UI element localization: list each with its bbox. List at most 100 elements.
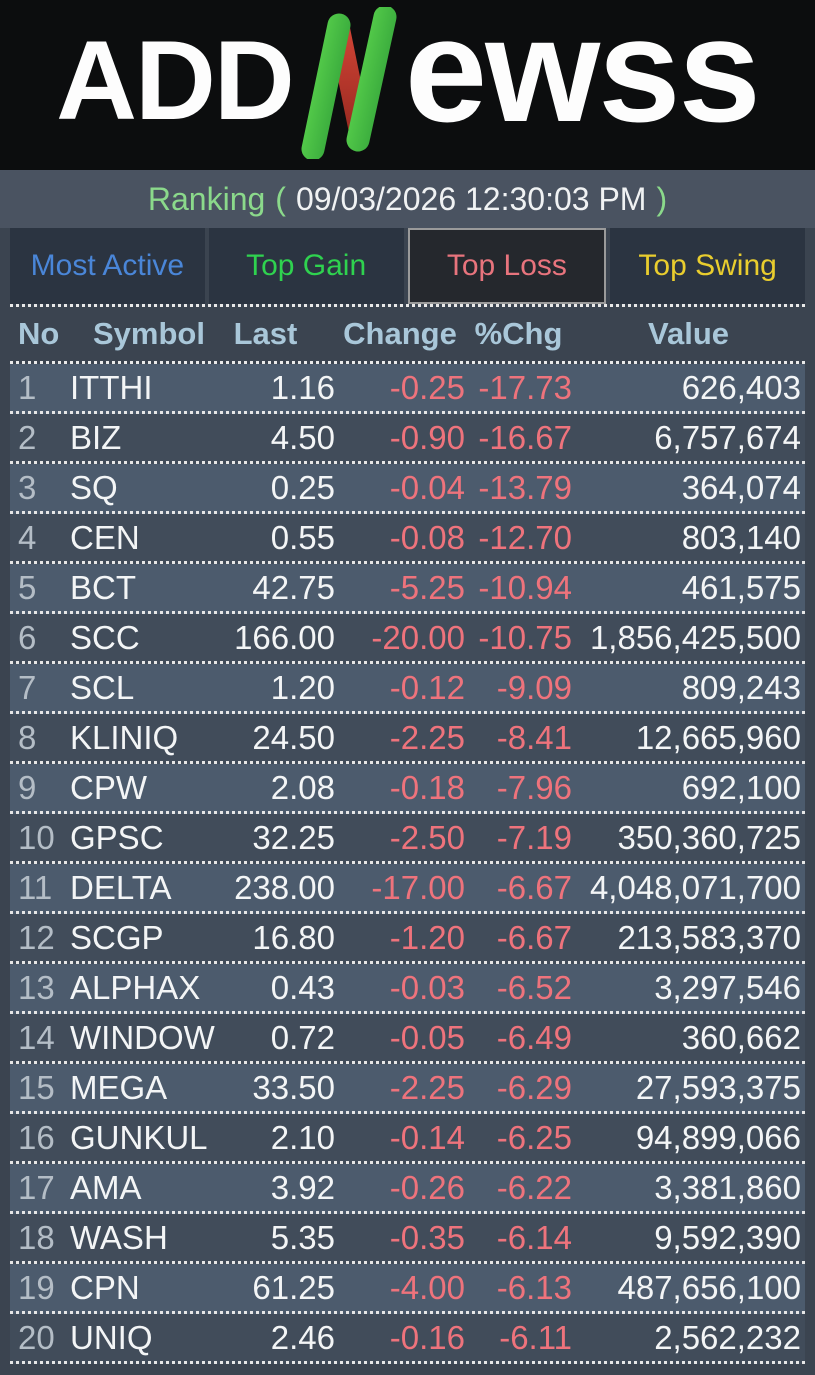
stock-symbol: BIZ <box>70 418 122 456</box>
table-row[interactable]: 12 SCGP 16.80 -1.20 -6.67 213,583,370 <box>10 914 805 964</box>
last-price: 0.55 <box>270 518 335 556</box>
table-row[interactable]: 1 ITTHI 1.16 -0.25 -17.73 626,403 <box>10 364 805 414</box>
row-number: 18 <box>18 1218 55 1256</box>
table-row[interactable]: 8 KLINIQ 24.50 -2.25 -8.41 12,665,960 <box>10 714 805 764</box>
stock-symbol: DELTA <box>70 868 172 906</box>
last-price: 61.25 <box>252 1268 335 1306</box>
table-row[interactable]: 15 MEGA 33.50 -2.25 -6.29 27,593,375 <box>10 1064 805 1114</box>
table-row[interactable]: 20 UNIQ 2.46 -0.16 -6.11 2,562,232 <box>10 1314 805 1364</box>
stock-symbol: CEN <box>70 518 140 556</box>
percent-change: -6.11 <box>499 1318 572 1356</box>
percent-change: -6.29 <box>496 1068 572 1106</box>
row-number: 7 <box>18 668 37 706</box>
last-price: 3.92 <box>270 1168 335 1206</box>
stock-symbol: SQ <box>70 468 118 506</box>
trade-value: 9,592,390 <box>654 1218 801 1256</box>
last-price: 24.50 <box>252 718 335 756</box>
stock-symbol: SCC <box>70 618 140 656</box>
row-number: 14 <box>18 1018 55 1056</box>
stock-symbol: UNIQ <box>70 1318 153 1356</box>
row-number: 10 <box>18 818 55 856</box>
table-row[interactable]: 7 SCL 1.20 -0.12 -9.09 809,243 <box>10 664 805 714</box>
app-header: ADD ewss <box>0 0 815 170</box>
logo-text-add: ADD <box>56 18 295 143</box>
table-body: 1 ITTHI 1.16 -0.25 -17.73 626,403 2 BIZ 4.50 -0.9… <box>10 364 805 1364</box>
table-row[interactable]: 17 AMA 3.92 -0.26 -6.22 3,381,860 <box>10 1164 805 1214</box>
table-row[interactable]: 5 BCT 42.75 -5.25 -10.94 461,575 <box>10 564 805 614</box>
stock-symbol: WINDOW <box>70 1018 215 1056</box>
ranking-table: No Symbol Last Change %Chg Value 1 ITTHI 1… <box>10 307 805 1364</box>
change-value: -0.14 <box>389 1118 465 1156</box>
stock-symbol: CPW <box>70 768 147 806</box>
column-header-pchg: %Chg <box>474 316 563 351</box>
table-row[interactable]: 10 GPSC 32.25 -2.50 -7.19 350,360,725 <box>10 814 805 864</box>
trade-value: 3,297,546 <box>654 968 801 1006</box>
row-number: 8 <box>18 718 37 756</box>
percent-change: -7.96 <box>496 768 572 806</box>
trade-value: 809,243 <box>681 668 801 706</box>
trade-value: 12,665,960 <box>635 718 801 756</box>
table-row[interactable]: 4 CEN 0.55 -0.08 -12.70 803,140 <box>10 514 805 564</box>
stock-symbol: KLINIQ <box>70 718 179 756</box>
trade-value: 692,100 <box>681 768 801 806</box>
table-row[interactable]: 3 SQ 0.25 -0.04 -13.79 364,074 <box>10 464 805 514</box>
page-title: Ranking ( 09/03/2026 12:30:03 PM ) <box>0 170 815 228</box>
row-number: 5 <box>18 568 37 606</box>
close-paren: ) <box>656 180 668 217</box>
ranking-tab-bar: Most Active Top Gain Top Loss Top Swing <box>10 228 805 307</box>
tab-top-swing[interactable]: Top Swing <box>610 228 805 304</box>
open-paren: ( <box>275 180 286 217</box>
ranking-timestamp: 09/03/2026 12:30:03 PM <box>295 180 647 217</box>
percent-change: -6.13 <box>496 1268 572 1306</box>
last-price: 4.50 <box>270 418 335 456</box>
table-row[interactable]: 13 ALPHAX 0.43 -0.03 -6.52 3,297,546 <box>10 964 805 1014</box>
row-number: 9 <box>18 768 37 806</box>
table-row[interactable]: 9 CPW 2.08 -0.18 -7.96 692,100 <box>10 764 805 814</box>
percent-change: -7.19 <box>496 818 572 856</box>
last-price: 2.08 <box>270 768 335 806</box>
table-row[interactable]: 11 DELTA 238.00 -17.00 -6.67 4,048,071,700 <box>10 864 805 914</box>
row-number: 13 <box>18 968 55 1006</box>
table-row[interactable]: 6 SCC 166.00 -20.00 -10.75 1,856,425,500 <box>10 614 805 664</box>
percent-change: -6.67 <box>496 868 572 906</box>
last-price: 1.16 <box>270 368 335 406</box>
change-value: -0.04 <box>389 468 465 506</box>
percent-change: -6.49 <box>496 1018 572 1056</box>
trade-value: 3,381,860 <box>654 1168 801 1206</box>
last-price: 1.20 <box>270 668 335 706</box>
tab-most-active[interactable]: Most Active <box>10 228 205 304</box>
change-value: -0.16 <box>389 1318 465 1356</box>
trade-value: 803,140 <box>681 518 801 556</box>
change-value: -0.08 <box>389 518 465 556</box>
percent-change: -6.67 <box>496 918 572 956</box>
change-value: -17.00 <box>371 868 465 906</box>
stock-symbol: GPSC <box>70 818 164 856</box>
row-number: 4 <box>18 518 37 556</box>
trade-value: 27,593,375 <box>635 1068 801 1106</box>
change-value: -0.18 <box>389 768 465 806</box>
percent-change: -6.14 <box>496 1218 572 1256</box>
table-row[interactable]: 16 GUNKUL 2.10 -0.14 -6.25 94,899,066 <box>10 1114 805 1164</box>
table-row[interactable]: 18 WASH 5.35 -0.35 -6.14 9,592,390 <box>10 1214 805 1264</box>
percent-change: -6.25 <box>496 1118 572 1156</box>
percent-change: -16.67 <box>478 418 572 456</box>
trade-value: 461,575 <box>681 568 801 606</box>
percent-change: -9.09 <box>496 668 572 706</box>
column-header-no: No <box>18 316 60 351</box>
stock-symbol: GUNKUL <box>70 1118 208 1156</box>
table-row[interactable]: 2 BIZ 4.50 -0.90 -16.67 6,757,674 <box>10 414 805 464</box>
percent-change: -13.79 <box>478 468 572 506</box>
table-row[interactable]: 14 WINDOW 0.72 -0.05 -6.49 360,662 <box>10 1014 805 1064</box>
percent-change: -17.73 <box>478 368 572 406</box>
stock-symbol: AMA <box>70 1168 142 1206</box>
stock-symbol: SCGP <box>70 918 164 956</box>
tab-top-loss[interactable]: Top Loss <box>407 228 607 304</box>
tab-top-gain[interactable]: Top Gain <box>208 228 404 304</box>
trade-value: 626,403 <box>681 368 801 406</box>
column-header-change: Change <box>343 316 457 351</box>
trade-value: 1,856,425,500 <box>589 618 801 656</box>
row-number: 11 <box>18 868 53 906</box>
change-value: -0.25 <box>389 368 465 406</box>
trade-value: 4,048,071,700 <box>589 868 801 906</box>
table-row[interactable]: 19 CPN 61.25 -4.00 -6.13 487,656,100 <box>10 1264 805 1314</box>
